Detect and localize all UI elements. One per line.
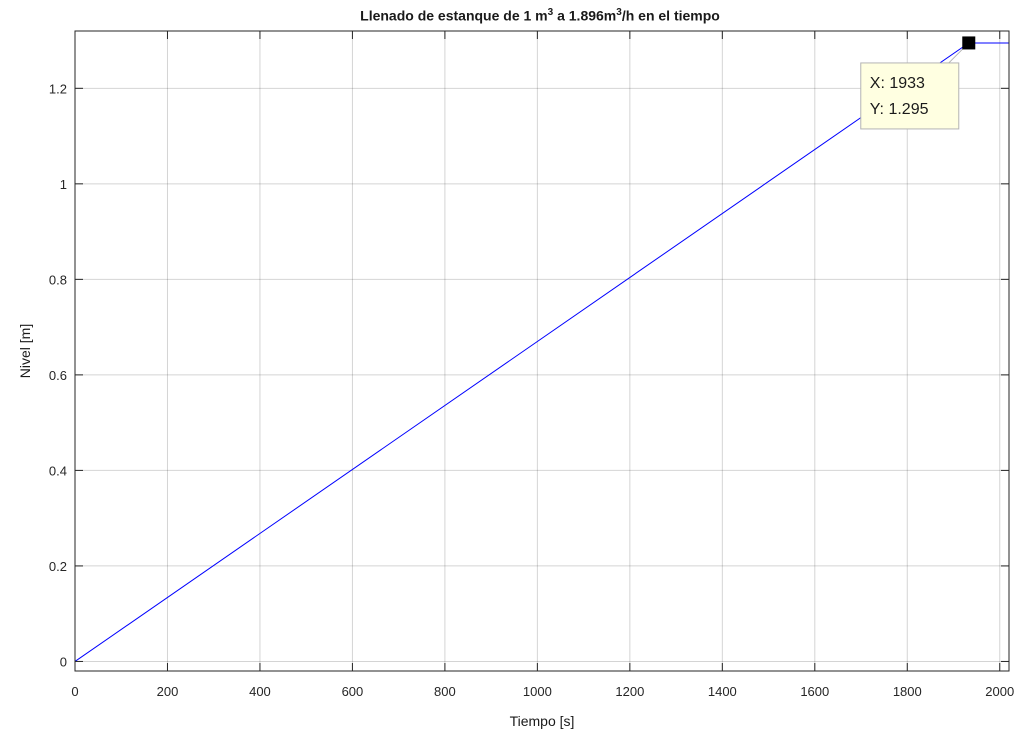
- x-tick-label: 1200: [615, 684, 644, 699]
- y-tick-label: 0.2: [49, 559, 67, 574]
- x-tick-label: 0: [71, 684, 78, 699]
- y-tick-label: 0.6: [49, 368, 67, 383]
- x-tick-label: 400: [249, 684, 271, 699]
- x-tick-label: 1600: [800, 684, 829, 699]
- datatip-x-text: X: 1933: [870, 75, 925, 92]
- x-tick-label: 1800: [893, 684, 922, 699]
- chart-title: Llenado de estanque de 1 m3 a 1.896m3/h …: [360, 7, 720, 24]
- plot-area-frame: [74, 30, 1010, 672]
- x-tick-label: 1400: [708, 684, 737, 699]
- datatip-connector: [948, 48, 964, 64]
- y-tick-label: 0.8: [49, 272, 67, 287]
- y-tick-label: 0: [60, 654, 67, 669]
- y-axis-label: Nivel [m]: [17, 324, 33, 378]
- y-tick-label: 1.2: [49, 81, 67, 96]
- axis-ticks: 0 200 400 600 800 1000 1200 1400 1600 1800 2000 0 0.…: [49, 31, 1014, 699]
- datatip-marker[interactable]: [962, 36, 976, 50]
- plot-area-background: [75, 31, 1009, 671]
- x-tick-label: 800: [434, 684, 456, 699]
- grid: [74, 31, 1009, 671]
- y-tick-label: 0.4: [49, 463, 67, 478]
- y-tick-label: 1: [60, 177, 67, 192]
- x-tick-label: 600: [342, 684, 364, 699]
- x-tick-label: 200: [157, 684, 179, 699]
- datatip[interactable]: X: 1933 Y: 1.295: [860, 36, 976, 130]
- datatip-box: [860, 62, 960, 130]
- datatip-y-text: Y: 1.295: [870, 101, 929, 118]
- x-tick-label: 1000: [523, 684, 552, 699]
- x-tick-label: 2000: [985, 684, 1014, 699]
- x-axis-label: Tiempo [s]: [510, 713, 575, 729]
